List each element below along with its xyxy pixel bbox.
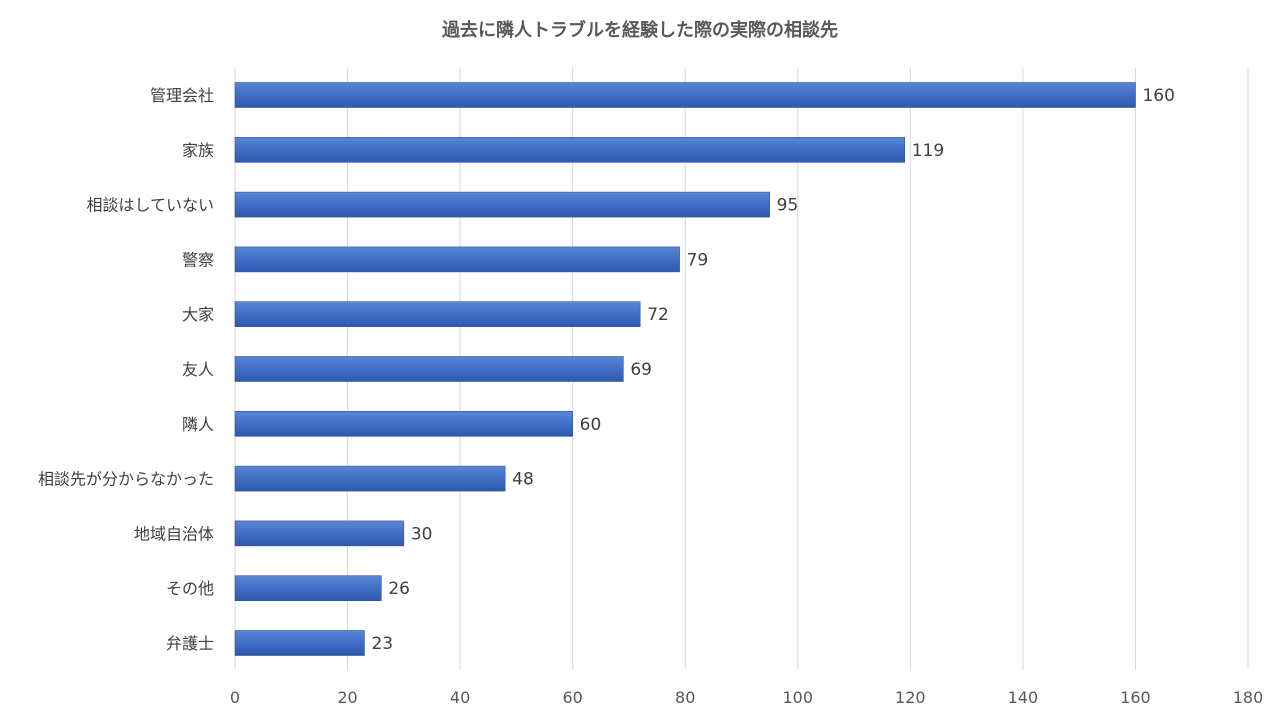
x-axis-tick-labels: 0 20 40 60 80 100 120 140 160 180: [230, 688, 1263, 707]
data-label: 160: [1142, 86, 1174, 106]
x-tick-label: 80: [675, 688, 695, 707]
bar: [234, 356, 624, 382]
category-label: 家族: [182, 141, 214, 160]
x-tick-label: 100: [783, 688, 814, 707]
x-tick-label: 180: [1233, 688, 1264, 707]
data-label: 69: [630, 360, 652, 380]
x-tick-label: 0: [230, 688, 240, 707]
category-labels: 管理会社家族相談はしていない警察大家友人隣人相談先が分からなかった地域自治体その…: [38, 86, 214, 653]
data-label: 60: [580, 415, 602, 435]
bar: [234, 410, 573, 437]
category-label: 友人: [182, 360, 214, 379]
category-label: 相談はしていない: [86, 196, 214, 215]
x-tick-label: 20: [337, 688, 357, 707]
bar: [234, 191, 770, 218]
bar: [234, 630, 365, 656]
data-labels: 160 119 95 79 72 69 60 48 30 26 23: [371, 86, 1174, 654]
chart-title: 過去に隣人トラブルを経験した際の実際の相談先: [442, 19, 838, 41]
category-label: 弁護士: [166, 634, 214, 653]
data-label: 79: [687, 250, 709, 270]
gridlines: [234, 68, 1249, 670]
bars: [234, 82, 1136, 656]
data-label: 72: [647, 305, 669, 325]
bar: [234, 301, 641, 328]
category-label: 大家: [182, 305, 214, 324]
bar: [234, 465, 506, 492]
category-label: 地域自治体: [134, 524, 214, 543]
data-label: 119: [912, 141, 944, 161]
bar: [234, 520, 405, 547]
data-label: 30: [411, 524, 433, 544]
data-label: 26: [388, 579, 410, 599]
x-tick-label: 160: [1120, 688, 1151, 707]
bar: [234, 137, 906, 163]
bar: [234, 246, 680, 273]
data-label: 95: [777, 196, 799, 216]
bar: [234, 82, 1136, 108]
category-label: 相談先が分からなかった: [38, 470, 214, 489]
x-tick-label: 60: [562, 688, 582, 707]
x-tick-label: 120: [895, 688, 926, 707]
category-label: その他: [166, 579, 214, 598]
data-label: 48: [512, 470, 534, 490]
x-tick-label: 40: [450, 688, 470, 707]
category-label: 管理会社: [150, 86, 214, 105]
data-label: 23: [371, 634, 393, 654]
x-tick-label: 140: [1008, 688, 1039, 707]
bar: [234, 575, 382, 602]
category-label: 隣人: [182, 415, 214, 434]
category-label: 警察: [182, 250, 214, 269]
